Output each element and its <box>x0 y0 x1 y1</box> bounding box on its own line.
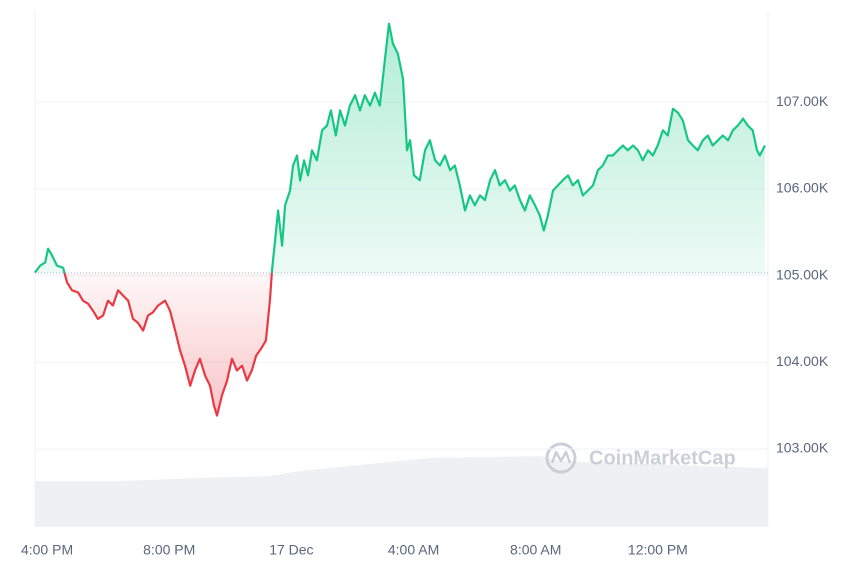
y-tick-label: 103.00K <box>776 440 829 456</box>
y-tick-label: 106.00K <box>776 180 829 196</box>
watermark-text: CoinMarketCap <box>589 447 736 469</box>
y-tick-label: 105.00K <box>776 266 829 282</box>
x-tick-label: 8:00 PM <box>143 542 195 558</box>
x-tick-label: 4:00 AM <box>388 542 439 558</box>
x-tick-label: 17 Dec <box>269 542 313 558</box>
y-tick-label: 107.00K <box>776 93 829 109</box>
watermark: CoinMarketCap <box>545 442 736 474</box>
x-tick-label: 12:00 PM <box>628 542 688 558</box>
price-area <box>35 23 765 416</box>
volume-area <box>35 456 768 527</box>
price-line <box>34 22 766 417</box>
x-tick-label: 4:00 PM <box>21 542 73 558</box>
watermark-logo <box>545 442 577 474</box>
watermark-logo-mark <box>550 450 572 464</box>
x-tick-label: 8:00 AM <box>510 542 561 558</box>
y-tick-label: 104.00K <box>776 353 829 369</box>
